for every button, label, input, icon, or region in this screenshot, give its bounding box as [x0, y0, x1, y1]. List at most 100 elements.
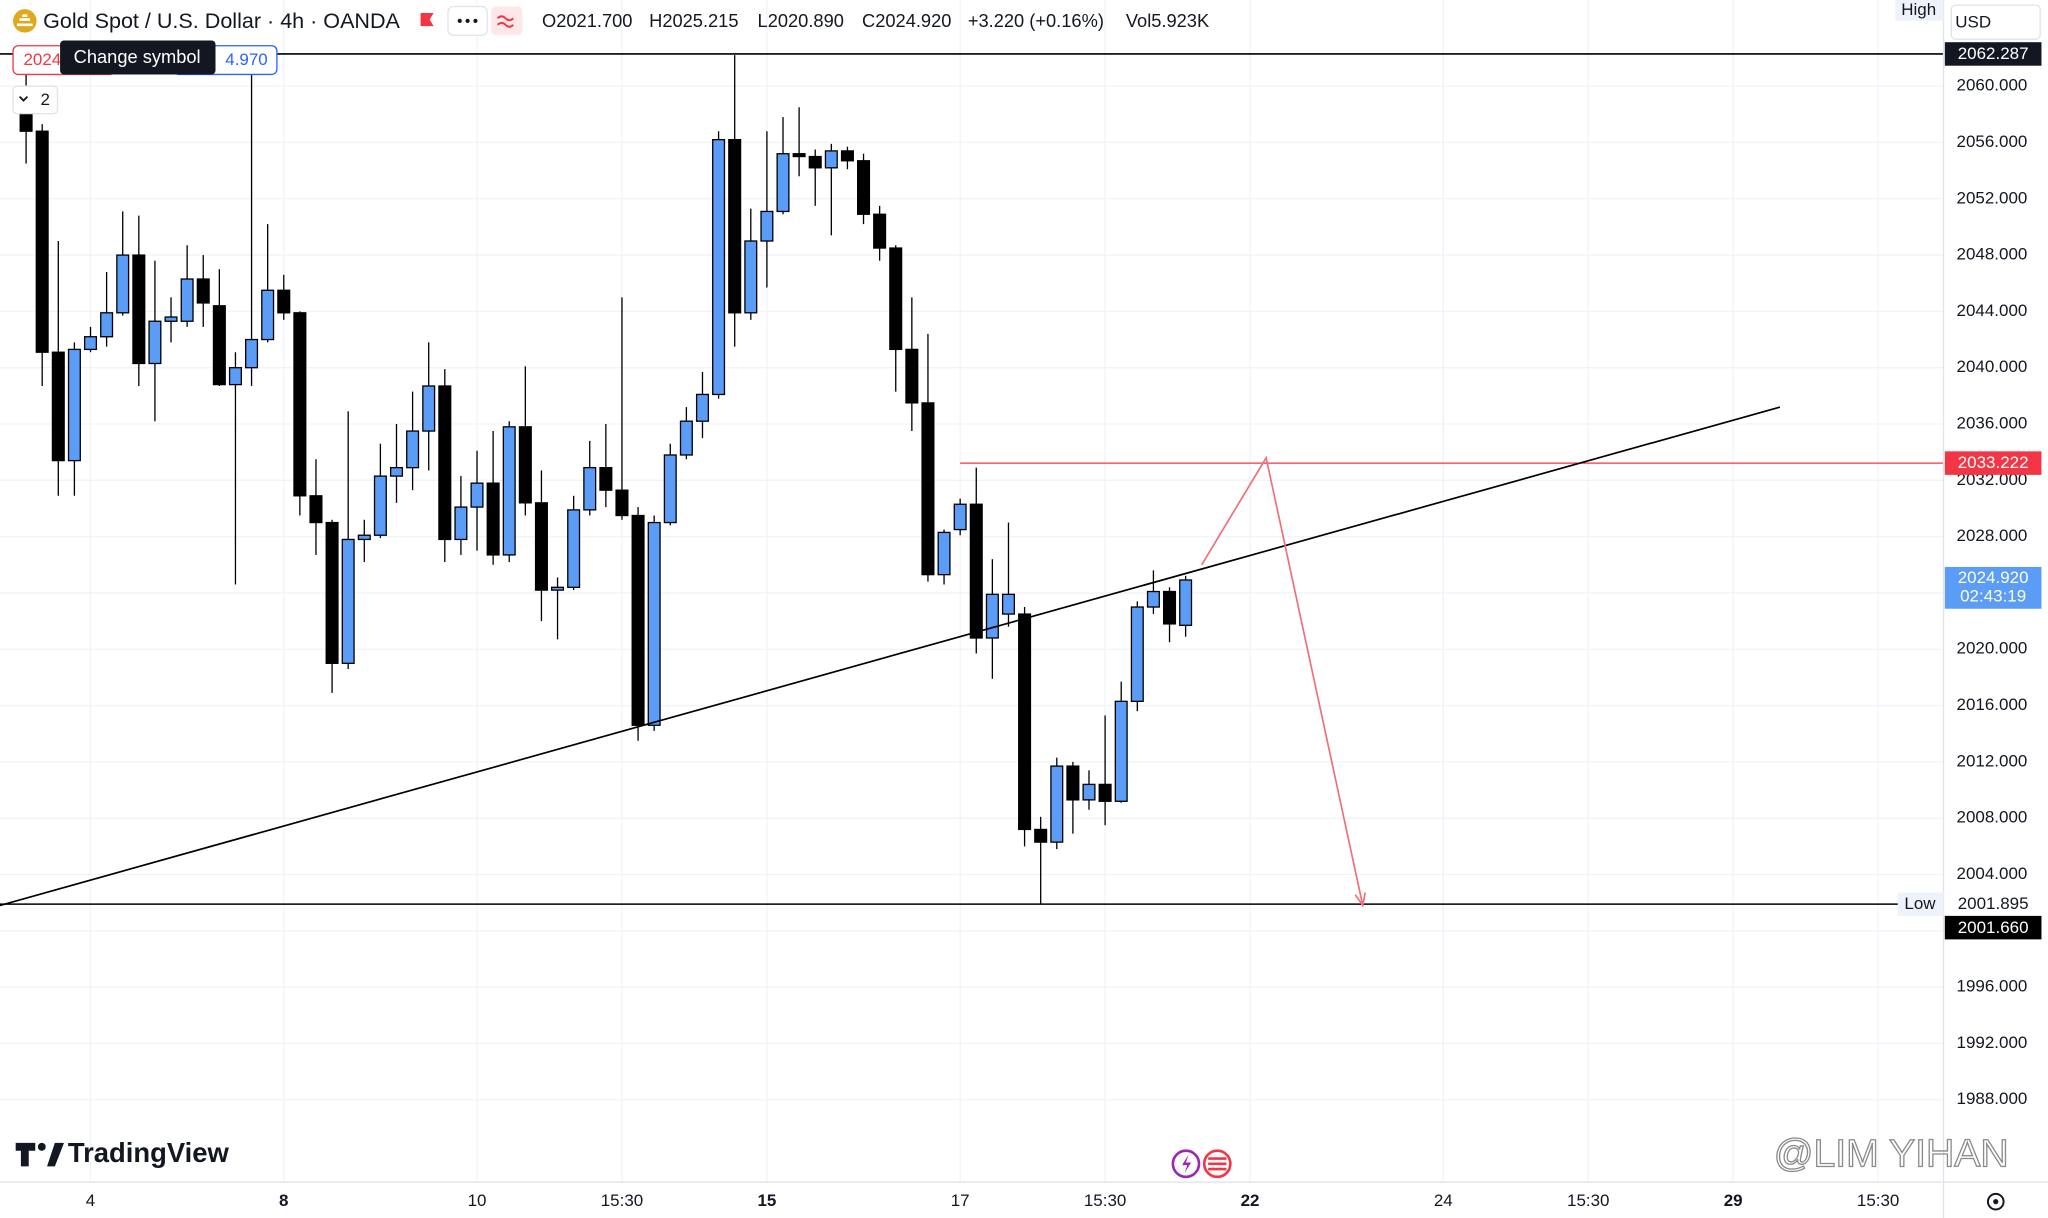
y-tick-label: 2052.000 — [1957, 188, 2028, 207]
candle-body — [389, 466, 404, 477]
candle-body — [100, 312, 114, 338]
arrow — [1201, 455, 1364, 906]
y-tick-label: 2008.000 — [1957, 808, 2028, 827]
candle-body — [341, 538, 355, 664]
high-tag — [1895, 0, 1944, 21]
indicators-toggle[interactable] — [12, 85, 59, 115]
candle-body — [245, 338, 259, 369]
y-tick-label: 2048.000 — [1957, 245, 2028, 264]
candle-body — [1050, 765, 1064, 843]
candle-body — [325, 521, 339, 664]
low-tag-text: Low — [1904, 894, 1936, 913]
candle-body — [19, 110, 33, 132]
high-tag-text: High — [1901, 0, 1936, 19]
candle-body — [631, 514, 645, 726]
candle-body — [518, 426, 532, 504]
candle-body — [1098, 783, 1112, 802]
candle-body — [1146, 590, 1160, 608]
tooltip-text: Change symbol — [74, 46, 201, 67]
brand-logo-slash — [47, 1142, 64, 1167]
compare-icon — [496, 15, 514, 28]
candle-body — [373, 475, 387, 536]
last-price-box — [1944, 566, 2042, 609]
bid-price: 2001.660 — [1958, 918, 2029, 937]
candle-body — [551, 586, 565, 591]
x-tick-label: 15:30 — [1857, 1191, 1899, 1210]
flag-icon[interactable] — [420, 13, 434, 27]
candle-body — [1001, 593, 1016, 615]
high-price: 2062.287 — [1958, 44, 2029, 63]
currency: USD — [1955, 12, 1991, 31]
candle-body — [824, 150, 838, 169]
dot — [457, 18, 462, 23]
y-tick-label: 1992.000 — [1957, 1033, 2028, 1052]
ohlc-value: O2021.700 — [542, 10, 632, 31]
candle-body — [1114, 700, 1128, 802]
dot — [465, 18, 470, 23]
candle-body — [67, 348, 81, 462]
candle-body — [357, 534, 371, 541]
candle-body — [470, 482, 484, 508]
candle-body — [35, 130, 49, 353]
candle-body — [744, 240, 758, 314]
x-tick-label: 17 — [951, 1191, 970, 1210]
settings-icon[interactable] — [1986, 1192, 2005, 1211]
candle-body — [406, 430, 420, 469]
y-tick-label: 2036.000 — [1957, 413, 2028, 432]
symbol-title[interactable]: Gold Spot / U.S. Dollar · 4h · OANDA — [43, 8, 400, 33]
candle-body — [695, 393, 710, 422]
x-tick-label: 15:30 — [1084, 1191, 1126, 1210]
y-tick-label: 1988.000 — [1957, 1089, 2028, 1108]
candle-body — [212, 305, 226, 386]
candle-body — [985, 593, 999, 639]
candle-body — [83, 336, 98, 351]
x-tick-label: 22 — [1241, 1191, 1260, 1210]
last-price: 2024.920 — [1958, 568, 2029, 587]
x-tick-label: 24 — [1434, 1191, 1453, 1210]
candle-body — [422, 385, 436, 432]
y-tick-label: 2056.000 — [1957, 132, 2028, 151]
candle-body — [438, 385, 452, 541]
candle-body — [309, 495, 323, 524]
y-tick-label: 2028.000 — [1957, 526, 2028, 545]
candle-body — [1034, 828, 1048, 843]
trendline — [0, 406, 1781, 907]
candle-body — [712, 138, 726, 396]
ohlc-value: C2024.920 — [862, 10, 951, 31]
candle-body — [132, 254, 146, 365]
chevron-icon — [18, 96, 29, 102]
candle-body — [567, 509, 581, 588]
target-price: 2033.222 — [1958, 453, 2029, 472]
candle-body — [164, 316, 178, 322]
brand-name[interactable]: TradingView — [68, 1137, 230, 1168]
arrow-head — [1354, 892, 1367, 908]
buy-price: 4.970 — [225, 50, 267, 69]
candle-body — [792, 153, 806, 158]
candle-body — [728, 138, 742, 314]
plot-area — [0, 52, 1944, 908]
tooltip — [60, 40, 216, 75]
sell-price: 2024 — [24, 50, 62, 69]
candle-body — [228, 367, 242, 386]
y-tick-label: 2060.000 — [1957, 76, 2028, 95]
candle-body — [663, 454, 677, 524]
candle-body — [583, 466, 597, 511]
compare-button[interactable] — [491, 6, 523, 36]
bid-price-box — [1944, 915, 2042, 940]
candle-body — [148, 320, 162, 365]
candle-body — [1162, 590, 1177, 625]
y-tick-label: 2040.000 — [1957, 357, 2028, 376]
candle-body — [857, 160, 871, 215]
y-tick-label: 2012.000 — [1957, 751, 2028, 770]
candle-body — [969, 503, 983, 639]
candle-body — [937, 531, 951, 576]
indicator-count: 2 — [40, 90, 49, 109]
symbol-icon-bars — [16, 14, 33, 27]
x-tick-label: 8 — [279, 1191, 288, 1210]
candle-body — [277, 289, 291, 314]
dot — [473, 18, 478, 23]
currency-button[interactable] — [1950, 4, 2041, 40]
x-tick-label: 15:30 — [1567, 1191, 1609, 1210]
candle-body — [1066, 765, 1080, 801]
